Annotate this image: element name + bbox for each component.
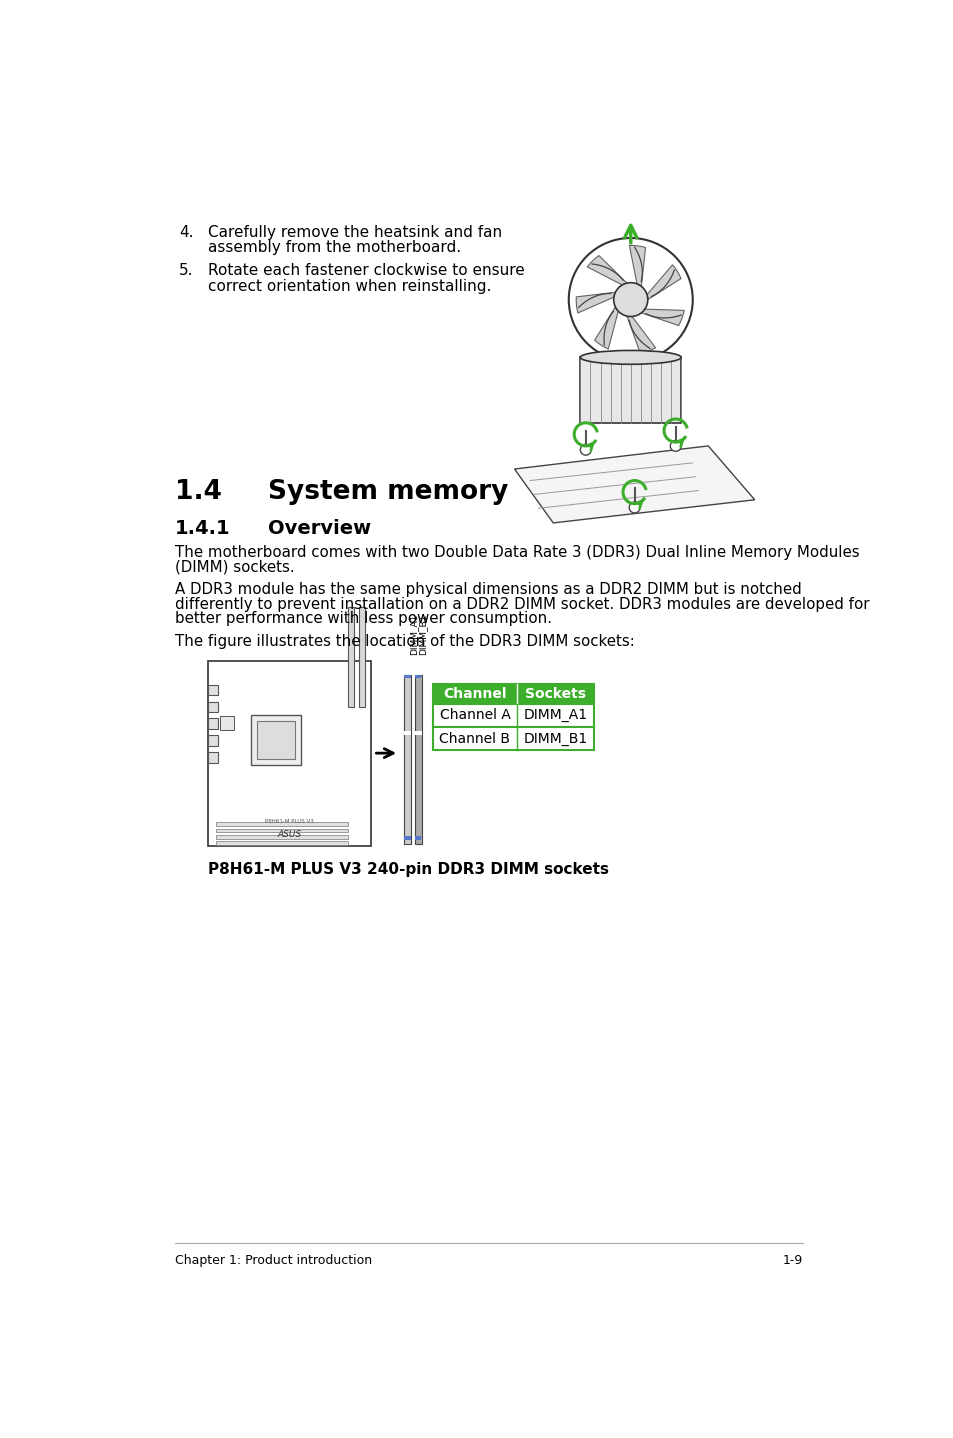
- Text: Channel B: Channel B: [439, 732, 510, 745]
- Bar: [404, 837, 410, 840]
- Bar: [208, 752, 218, 764]
- Bar: [404, 674, 410, 679]
- Polygon shape: [626, 316, 655, 352]
- Text: Overview: Overview: [268, 519, 371, 538]
- Circle shape: [629, 502, 639, 513]
- Text: 5.: 5.: [179, 263, 193, 279]
- Text: The figure illustrates the location of the DDR3 DIMM sockets:: The figure illustrates the location of t…: [174, 634, 634, 649]
- Bar: [208, 660, 371, 846]
- Text: 1.4.1: 1.4.1: [174, 519, 231, 538]
- Text: differently to prevent installation on a DDR2 DIMM socket. DDR3 modules are deve: differently to prevent installation on a…: [174, 597, 868, 611]
- Polygon shape: [646, 265, 680, 299]
- Circle shape: [613, 283, 647, 316]
- Text: Carefully remove the heatsink and fan: Carefully remove the heatsink and fan: [208, 224, 502, 240]
- Bar: [403, 674, 411, 844]
- Bar: [358, 607, 365, 707]
- Bar: [415, 674, 422, 844]
- Bar: [216, 823, 348, 827]
- Bar: [216, 828, 348, 833]
- Bar: [208, 702, 218, 712]
- Text: The motherboard comes with two Double Data Rate 3 (DDR3) Dual Inline Memory Modu: The motherboard comes with two Double Da…: [174, 545, 859, 561]
- Text: 1-9: 1-9: [781, 1254, 802, 1267]
- Text: DIMM_B1: DIMM_B1: [523, 732, 587, 745]
- Text: ASUS: ASUS: [277, 830, 301, 840]
- Text: A DDR3 module has the same physical dimensions as a DDR2 DIMM but is notched: A DDR3 module has the same physical dime…: [174, 582, 801, 597]
- Bar: [433, 703, 594, 728]
- Text: Rotate each fastener clockwise to ensure: Rotate each fastener clockwise to ensure: [208, 263, 524, 279]
- Bar: [415, 731, 422, 735]
- Circle shape: [579, 444, 591, 456]
- Polygon shape: [594, 306, 618, 349]
- Text: Channel A: Channel A: [439, 709, 510, 722]
- Text: Sockets: Sockets: [524, 687, 585, 700]
- Bar: [433, 728, 594, 751]
- Polygon shape: [514, 446, 754, 523]
- Text: Chapter 1: Product introduction: Chapter 1: Product introduction: [174, 1254, 372, 1267]
- Text: (DIMM) sockets.: (DIMM) sockets.: [174, 559, 294, 575]
- Bar: [579, 358, 680, 423]
- Bar: [251, 715, 301, 765]
- Bar: [208, 719, 218, 729]
- Ellipse shape: [579, 351, 680, 364]
- Bar: [216, 835, 348, 838]
- Text: DIMM_A1: DIMM_A1: [409, 613, 417, 654]
- Bar: [216, 841, 348, 844]
- Bar: [220, 716, 233, 731]
- Bar: [433, 684, 594, 703]
- Text: P8H61-M PLUS V3: P8H61-M PLUS V3: [265, 818, 314, 824]
- Polygon shape: [576, 292, 615, 313]
- Circle shape: [670, 440, 680, 452]
- Bar: [208, 684, 218, 696]
- Polygon shape: [587, 256, 626, 285]
- Text: System memory: System memory: [268, 479, 508, 505]
- Bar: [403, 731, 411, 735]
- Bar: [348, 607, 354, 707]
- Circle shape: [568, 239, 692, 361]
- Text: DIMM_A1: DIMM_A1: [523, 709, 587, 722]
- Polygon shape: [629, 246, 645, 286]
- Bar: [415, 837, 421, 840]
- Text: P8H61-M PLUS V3 240-pin DDR3 DIMM sockets: P8H61-M PLUS V3 240-pin DDR3 DIMM socket…: [208, 863, 609, 877]
- Bar: [257, 720, 294, 758]
- Text: better performance with less power consumption.: better performance with less power consu…: [174, 611, 552, 627]
- Bar: [208, 735, 218, 746]
- Polygon shape: [640, 309, 683, 325]
- Text: DIMM_B1: DIMM_B1: [418, 613, 427, 654]
- Text: 1.4: 1.4: [174, 479, 222, 505]
- Text: correct orientation when reinstalling.: correct orientation when reinstalling.: [208, 279, 491, 293]
- Text: 4.: 4.: [179, 224, 193, 240]
- Text: assembly from the motherboard.: assembly from the motherboard.: [208, 240, 461, 256]
- Bar: [415, 674, 421, 679]
- Text: Channel: Channel: [443, 687, 506, 700]
